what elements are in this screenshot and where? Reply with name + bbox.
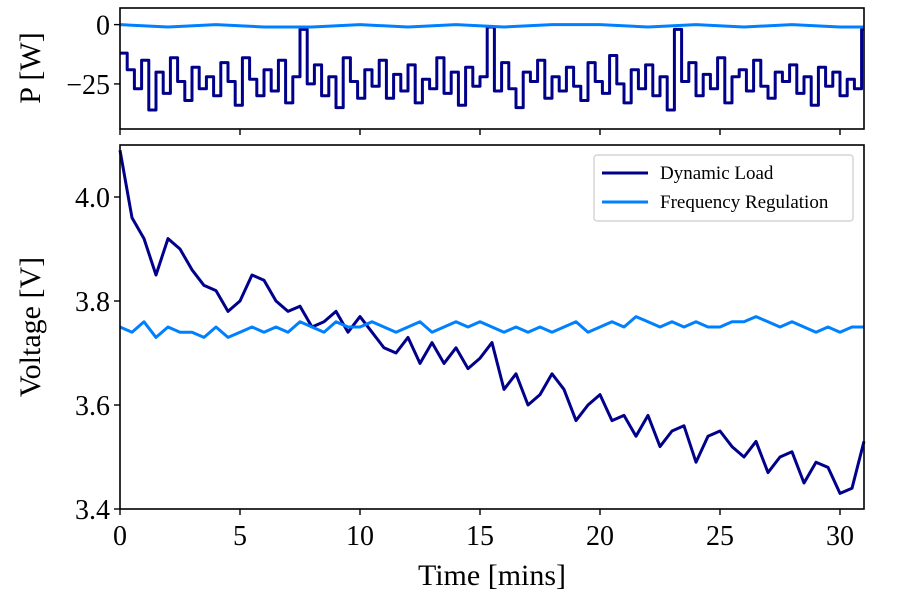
power-series-frequency-regulation bbox=[119, 23, 864, 29]
power-series-group bbox=[119, 23, 864, 112]
voltage-x-tick-label: 5 bbox=[233, 521, 247, 552]
legend-label-frequency-regulation: Frequency Regulation bbox=[660, 192, 829, 213]
power-y-axis-label: P [W] bbox=[14, 32, 47, 103]
voltage-x-tick-label: 10 bbox=[346, 521, 374, 552]
voltage-x-tick-label: 0 bbox=[113, 521, 127, 552]
voltage-x-tick-label: 25 bbox=[706, 521, 734, 552]
voltage-x-tick-label: 30 bbox=[826, 521, 854, 552]
voltage-y-tick-label: 3.4 bbox=[75, 495, 110, 526]
voltage-series-dynamic-load bbox=[118, 149, 866, 495]
power-y-ticks: 0 −25 bbox=[66, 11, 120, 101]
voltage-panel: 3.4 3.6 3.8 4.0 0 5 10 15 20 25 30 Voltage [V] Ti… bbox=[14, 144, 866, 592]
time-x-axis-label: Time [mins] bbox=[418, 559, 566, 592]
power-axes-frame bbox=[119, 7, 865, 130]
legend-box bbox=[593, 154, 854, 222]
legend: Dynamic Load Frequency Regulation bbox=[593, 154, 854, 222]
power-y-tick-label: 0 bbox=[96, 11, 110, 42]
legend-label-dynamic-load: Dynamic Load bbox=[660, 163, 774, 184]
voltage-y-tick-label: 4.0 bbox=[75, 183, 110, 214]
power-x-ticks bbox=[119, 129, 841, 135]
voltage-y-tick-label: 3.6 bbox=[75, 391, 110, 422]
voltage-x-ticks: 0 5 10 15 20 25 30 bbox=[113, 509, 854, 552]
voltage-y-tick-label: 3.8 bbox=[75, 287, 110, 318]
voltage-y-axis-label: Voltage [V] bbox=[14, 257, 47, 397]
power-y-tick-label: −25 bbox=[66, 70, 110, 101]
voltage-x-tick-label: 20 bbox=[586, 521, 614, 552]
voltage-x-tick-label: 15 bbox=[466, 521, 494, 552]
power-panel: 0 −25 P [W] bbox=[14, 7, 865, 135]
voltage-series-group bbox=[118, 149, 866, 495]
voltage-axes-frame bbox=[119, 144, 865, 510]
voltage-y-ticks: 3.4 3.6 3.8 4.0 bbox=[75, 183, 120, 526]
voltage-series-frequency-regulation bbox=[119, 315, 864, 339]
power-series-dynamic-load bbox=[120, 25, 864, 112]
